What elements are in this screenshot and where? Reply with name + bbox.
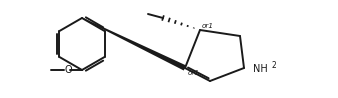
Text: or1: or1	[202, 23, 214, 29]
Text: 2: 2	[271, 62, 276, 70]
Polygon shape	[82, 18, 186, 71]
Text: O: O	[64, 65, 72, 75]
Text: NH: NH	[253, 64, 268, 74]
Text: or1: or1	[188, 70, 200, 76]
